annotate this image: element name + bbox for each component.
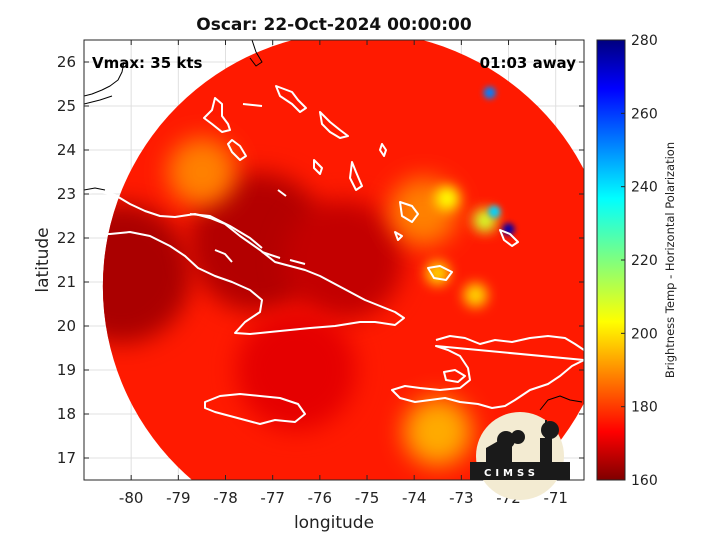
y-tick-label: 20 bbox=[57, 317, 76, 335]
coastline-jamaica bbox=[204, 393, 306, 425]
colorbar-tick-label: 220 bbox=[631, 253, 658, 269]
colorbar-tick-label: 200 bbox=[631, 326, 658, 342]
y-tick-label: 24 bbox=[57, 141, 76, 159]
coastline-gonave bbox=[443, 369, 466, 383]
y-axis-ticks: 17 18 19 20 21 22 23 24 25 26 bbox=[57, 53, 584, 467]
coastline-bahamas-10 bbox=[277, 189, 287, 197]
coastline-bahamas-3 bbox=[275, 85, 307, 113]
colorbar-label: Brightness Temp - Horizontal Polarizatio… bbox=[663, 142, 677, 378]
colorbar-tick-label: 160 bbox=[631, 473, 658, 489]
brightness-temp-swath bbox=[102, 40, 584, 480]
y-tick-label: 21 bbox=[57, 273, 76, 291]
colorbar bbox=[596, 39, 626, 481]
y-tick-label: 26 bbox=[57, 53, 76, 71]
y-tick-label: 18 bbox=[57, 405, 76, 423]
x-tick-label: -78 bbox=[213, 489, 238, 507]
coastline-cuba-north-cays bbox=[189, 213, 306, 265]
swath-features bbox=[102, 86, 515, 466]
swath-feature bbox=[435, 186, 460, 211]
swath-feature bbox=[403, 397, 472, 466]
chart-title: Oscar: 22-Oct-2024 00:00:00 bbox=[196, 15, 472, 35]
coastline-bahamas-north bbox=[249, 40, 263, 67]
coastline-bahamas-7 bbox=[399, 201, 419, 223]
coastline-bahamas-4 bbox=[319, 111, 349, 139]
coastline-bahamas-2 bbox=[242, 103, 263, 107]
x-tick-label: -79 bbox=[166, 489, 191, 507]
logo-text: CIMSS bbox=[484, 468, 539, 479]
x-axis-label: longitude bbox=[294, 513, 374, 533]
swath-feature bbox=[488, 205, 501, 218]
y-tick-label: 19 bbox=[57, 361, 76, 379]
coastline-andros bbox=[227, 139, 247, 161]
coastline-cays-south bbox=[214, 249, 233, 263]
x-tick-label: -77 bbox=[260, 489, 285, 507]
coastline-turks-caicos bbox=[499, 229, 519, 247]
coastline-bahamas-1 bbox=[203, 97, 231, 133]
colorbar-ticks: 280 260 240 220 200 180 160 bbox=[621, 33, 658, 489]
away-label: 01:03 away bbox=[480, 54, 577, 72]
axes-frame bbox=[83, 39, 585, 481]
y-tick-label: 25 bbox=[57, 97, 76, 115]
x-tick-label: -76 bbox=[308, 489, 333, 507]
x-tick-label: -71 bbox=[543, 489, 568, 507]
swath-feature bbox=[463, 283, 488, 308]
colorbar-tick-label: 280 bbox=[631, 33, 658, 49]
coastline-inagua bbox=[427, 265, 453, 281]
x-tick-label: -80 bbox=[119, 489, 144, 507]
vmax-label: Vmax: 35 kts bbox=[92, 54, 202, 72]
y-tick-label: 17 bbox=[57, 449, 76, 467]
y-tick-label: 23 bbox=[57, 185, 76, 203]
coastline-bahamas-8 bbox=[394, 231, 403, 241]
swath-feature bbox=[483, 86, 496, 99]
coastlines bbox=[84, 40, 584, 425]
swath-feature bbox=[102, 203, 192, 344]
coastline-keys bbox=[84, 95, 113, 105]
x-tick-label: -73 bbox=[449, 489, 474, 507]
colorbar-tick-label: 180 bbox=[631, 400, 658, 416]
colorbar-tick-label: 240 bbox=[631, 180, 658, 196]
colorbar-tick-label: 260 bbox=[631, 106, 658, 122]
cimss-logo-icon: CIMSS bbox=[470, 412, 570, 500]
y-tick-label: 22 bbox=[57, 229, 76, 247]
swath-feature bbox=[425, 261, 450, 286]
coastline-cuba-west bbox=[84, 187, 106, 191]
y-axis-label: latitude bbox=[33, 227, 53, 292]
swath-feature bbox=[167, 138, 236, 206]
coastline-pr-edge bbox=[539, 395, 583, 411]
swath-feature bbox=[236, 310, 357, 430]
coastline-bahamas-6 bbox=[379, 143, 387, 157]
coastline-bahamas-5 bbox=[349, 161, 363, 191]
swath-feature bbox=[283, 200, 404, 320]
coastline-hispaniola bbox=[391, 335, 584, 409]
x-tick-label: -75 bbox=[355, 489, 380, 507]
coastline-florida bbox=[84, 61, 125, 97]
x-tick-label: -74 bbox=[402, 489, 427, 507]
coastline-bahamas-9 bbox=[313, 159, 323, 175]
